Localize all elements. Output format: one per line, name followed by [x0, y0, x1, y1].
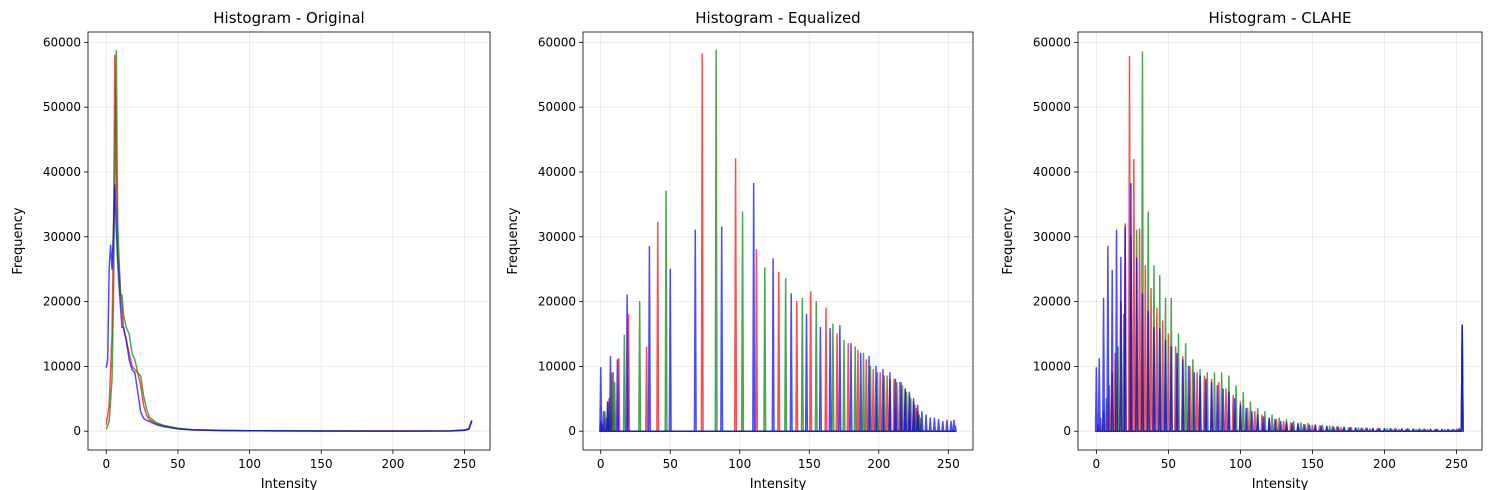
x-tick-label: 200 — [1373, 457, 1396, 471]
y-tick-label: 10000 — [538, 359, 576, 373]
x-tick-label: 100 — [238, 457, 261, 471]
y-tick-label: 60000 — [43, 35, 81, 49]
x-tick-label: 250 — [453, 457, 476, 471]
y-tick-label: 40000 — [43, 165, 81, 179]
y-axis-label: Frequency — [1001, 207, 1016, 274]
y-axis-label: Frequency — [506, 207, 521, 274]
x-tick-label: 0 — [597, 457, 605, 471]
series-group — [599, 49, 957, 432]
series-line-green — [105, 50, 473, 432]
x-tick-label: 0 — [1093, 457, 1101, 471]
x-axis-label: Intensity — [1252, 477, 1309, 490]
plot-frame — [582, 31, 974, 451]
series-line-red — [105, 54, 473, 432]
x-tick-label: 200 — [867, 457, 890, 471]
y-tick-label: 60000 — [1033, 35, 1071, 49]
y-tick-label: 10000 — [43, 359, 81, 373]
x-tick-label: 150 — [310, 457, 333, 471]
plot-frame — [1077, 31, 1483, 451]
series-line-blue — [105, 184, 473, 432]
x-tick-label: 100 — [1229, 457, 1252, 471]
chart-title: Histogram - Original — [213, 9, 364, 27]
series-group — [105, 50, 473, 432]
series-line-red — [1096, 55, 1464, 432]
y-tick-label: 20000 — [538, 295, 576, 309]
y-axis-label: Frequency — [11, 207, 26, 274]
series-line-blue — [1094, 182, 1464, 432]
y-tick-label: 0 — [568, 424, 576, 438]
series-line-blue — [599, 182, 957, 432]
grid — [88, 32, 490, 450]
y-tick-label: 0 — [1063, 424, 1071, 438]
x-tick-label: 50 — [170, 457, 185, 471]
subplot-original: 0 50 100 150 200 250 0 10000 20000 30000 40000 5000… — [11, 9, 491, 490]
x-tick-label: 0 — [102, 457, 110, 471]
y-tick-label: 50000 — [1033, 100, 1071, 114]
y-tick-label: 40000 — [538, 165, 576, 179]
chart-title: Histogram - CLAHE — [1209, 9, 1352, 27]
plot-frame — [87, 31, 491, 451]
y-tick-label: 40000 — [1033, 165, 1071, 179]
y-tick-label: 20000 — [43, 295, 81, 309]
series-group — [1094, 51, 1464, 432]
y-tick-label: 30000 — [43, 230, 81, 244]
x-tick-label: 250 — [937, 457, 960, 471]
x-tick-label: 150 — [1301, 457, 1324, 471]
x-tick-label: 100 — [728, 457, 751, 471]
x-tick-label: 200 — [381, 457, 404, 471]
y-tick-label: 30000 — [1033, 230, 1071, 244]
x-tick-label: 50 — [663, 457, 678, 471]
y-tick-label: 30000 — [538, 230, 576, 244]
x-tick-label: 250 — [1445, 457, 1468, 471]
subplot-clahe: 0 50 100 150 200 250 0 10000 20000 30000 40000 5000… — [1001, 9, 1483, 490]
y-tick-label: 0 — [73, 424, 81, 438]
y-tick-label: 50000 — [43, 100, 81, 114]
y-tick-label: 50000 — [538, 100, 576, 114]
x-axis-label: Intensity — [750, 477, 807, 490]
subplot-equalized: 0 50 100 150 200 250 0 10000 20000 30000 40000 5000… — [506, 9, 974, 490]
x-tick-label: 150 — [798, 457, 821, 471]
x-axis-label: Intensity — [261, 477, 318, 490]
x-tick-label: 50 — [1161, 457, 1176, 471]
y-tick-label: 60000 — [538, 35, 576, 49]
y-tick-label: 20000 — [1033, 295, 1071, 309]
series-line-red — [600, 53, 956, 432]
chart-title: Histogram - Equalized — [695, 9, 860, 27]
y-tick-label: 10000 — [1033, 359, 1071, 373]
